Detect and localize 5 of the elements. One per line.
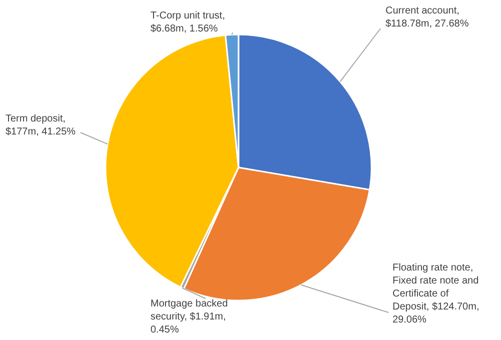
slice-label: Mortgage backed security, $1.91m, 0.45% [150, 298, 228, 336]
slice-label: Current account, $118.78m, 27.68% [386, 6, 469, 30]
slice-label: Floating rate note, Fixed rate note and Certificate of Deposit, $124.70m, 29.06% [392, 262, 480, 326]
slice-label: T-Corp unit trust, $6.68m, 1.56% [150, 10, 225, 34]
slice-label: Term deposit, $177m, 41.25% [6, 114, 76, 138]
